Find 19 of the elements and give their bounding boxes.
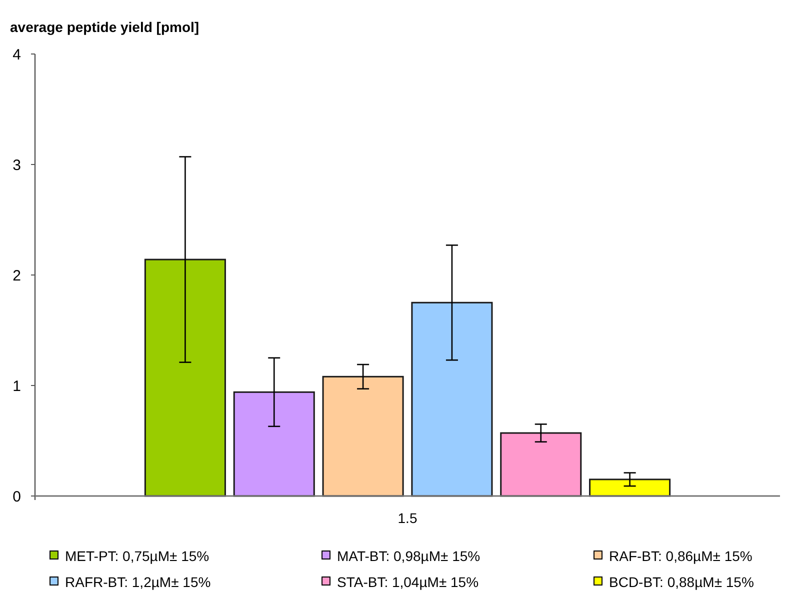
bar (411, 302, 493, 497)
y-axis-title: average peptide yield [pmol] (10, 19, 200, 35)
y-tick-label: 0 (12, 488, 21, 506)
y-tick-label: 2 (12, 267, 21, 284)
bar (500, 432, 582, 497)
x-tick-label: 1.5 (398, 510, 418, 526)
legend-label: STA-BT: 1,04µM± 15% (337, 574, 479, 590)
legend-label: MET-PT: 0,75µM± 15% (65, 548, 210, 564)
legend-label: RAF-BT: 0,86µM± 15% (609, 548, 752, 564)
bar (144, 258, 226, 497)
y-tick-label: 3 (12, 156, 21, 174)
bar (322, 376, 404, 497)
y-tick-label: 4 (12, 46, 21, 64)
legend-label: MAT-BT: 0,98µM± 15% (337, 548, 480, 564)
legend-label: RAFR-BT: 1,2µM± 15% (65, 574, 211, 590)
y-tick-label: 1 (12, 378, 21, 395)
bar (589, 478, 671, 497)
bar (233, 391, 315, 497)
legend-label: BCD-BT: 0,88µM± 15% (609, 574, 754, 590)
